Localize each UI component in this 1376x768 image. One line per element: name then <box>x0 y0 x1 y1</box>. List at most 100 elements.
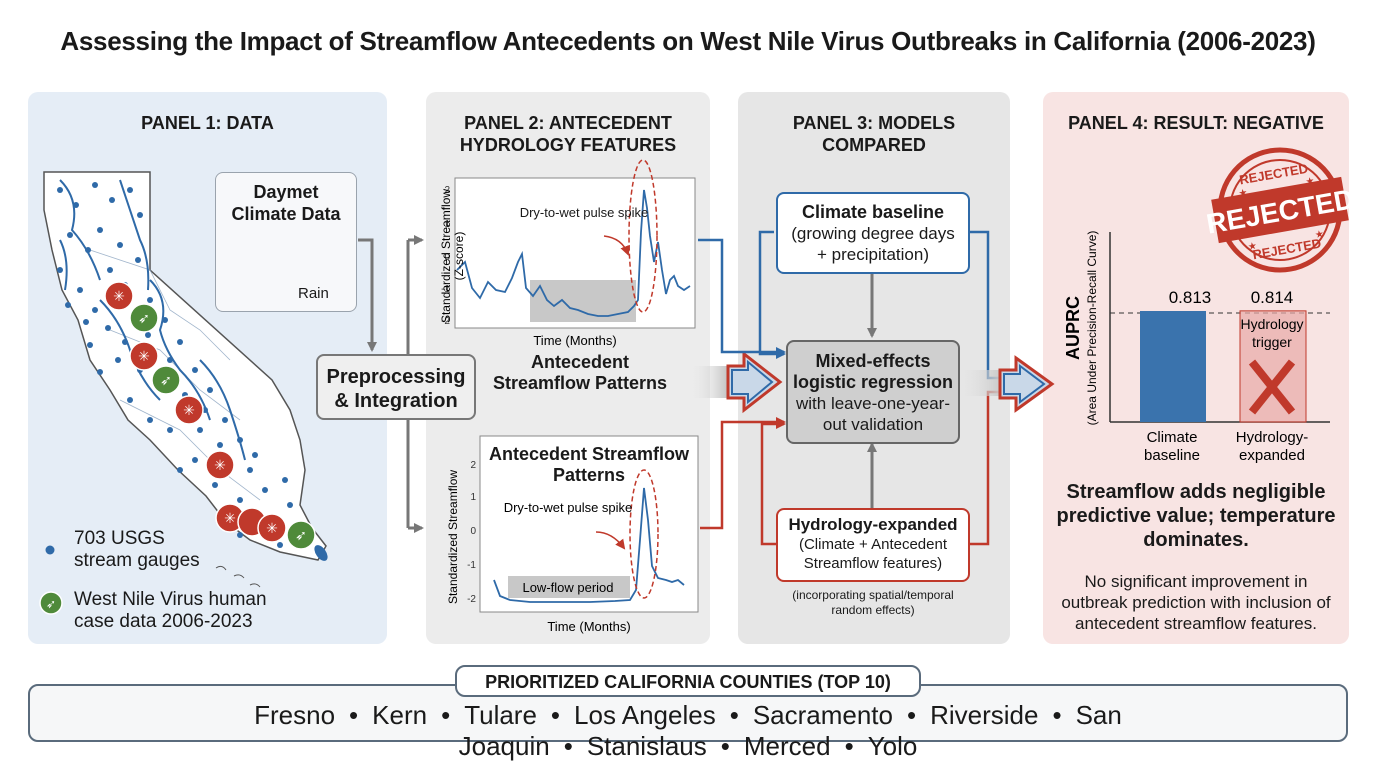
legend-wnv: West Nile Virus human case data 2006-202… <box>74 589 267 632</box>
auprc-bar <box>1140 311 1206 422</box>
y-tick: 2 <box>444 185 450 196</box>
pulse-highlight <box>628 159 658 313</box>
low-flow-shading <box>530 280 636 322</box>
panel-title: PANEL 3: MODELS COMPARED <box>792 113 956 155</box>
county-separator: • <box>550 700 561 730</box>
preprocessing-label: Preprocessing & Integration <box>326 366 466 412</box>
pulse-highlight <box>629 469 659 599</box>
chart-title: Antecedent Streamflow Patterns <box>488 444 690 485</box>
mixed-effects-box: Mixed-effects logistic regression with l… <box>786 340 960 444</box>
y-tick: 1 <box>444 219 450 230</box>
svg-text:★: ★ <box>1238 187 1249 199</box>
y-tick: -1 <box>467 560 476 571</box>
wnv-case-markers <box>104 281 316 550</box>
hydrology-note: (incorporating spatial/temporal random e… <box>792 588 954 617</box>
chart-caption: Antecedent Streamflow Patterns <box>492 352 668 393</box>
daymet-title: Daymet Climate Data <box>231 182 341 224</box>
county-separator: • <box>563 731 573 761</box>
daymet-box: Daymet Climate Data Rain <box>215 172 357 312</box>
climate-baseline-desc: (growing degree days + precipitation) <box>791 224 955 264</box>
county-item: Yolo <box>867 731 918 761</box>
streamflow-chart-bottom: 2 1 0 -1 -2 <box>467 435 699 613</box>
svg-text:★: ★ <box>1305 176 1316 188</box>
conclusion-text: Streamflow adds negligible predictive va… <box>1056 481 1336 551</box>
panel-title: PANEL 4: RESULT: NEGATIVE <box>1068 113 1324 133</box>
page-title: Assessing the Impact of Streamflow Antec… <box>60 26 1316 56</box>
county-separator: • <box>844 731 854 761</box>
y-tick: -2 <box>441 316 450 327</box>
county-separator: • <box>441 700 451 730</box>
svg-text:➶: ➶ <box>295 528 307 544</box>
county-item: Fresno <box>254 700 336 730</box>
county-item: Stanislaus <box>586 731 707 761</box>
svg-text:✳: ✳ <box>224 511 236 527</box>
county-separator: • <box>729 700 739 730</box>
county-separator: • <box>907 700 917 730</box>
streamflow-series <box>493 487 685 603</box>
panel-title: PANEL 2: ANTECEDENT HYDROLOGY FEATURES <box>459 113 677 155</box>
rejected-stamp: REJECTED REJECTED REJECTED ★ ★ ★ ★ <box>1204 147 1357 273</box>
county-item: Merced <box>743 731 831 761</box>
mixed-effects-desc: with leave-one-year-out validation <box>795 394 950 434</box>
counties-title: PRIORITIZED CALIFORNIA COUNTIES (TOP 10) <box>455 665 921 697</box>
panel-title: PANEL 1: DATA <box>141 113 274 133</box>
y-tick: -2 <box>467 594 476 605</box>
climate-baseline-box: Climate baseline (growing degree days + … <box>776 192 970 274</box>
y-axis-label: AUPRC <box>1063 296 1083 360</box>
x-tick-label: Climate baseline <box>1144 429 1200 464</box>
bar-value-label: 0.814 <box>1251 288 1294 307</box>
svg-text:★: ★ <box>1247 241 1258 253</box>
climate-baseline-title: Climate baseline <box>801 202 945 222</box>
county-item: Kern <box>372 700 428 730</box>
svg-text:✳: ✳ <box>214 458 226 474</box>
y-axis-sublabel: (Area Under Precision-Recall Curve) <box>1085 231 1099 426</box>
auprc-chart: 0.813 0.814 <box>1109 232 1330 423</box>
svg-text:➶: ➶ <box>138 311 150 327</box>
gauge-legend-dot <box>45 545 55 555</box>
y-axis-label: (Z-score) <box>452 232 466 281</box>
county-item: San Joaquin <box>458 700 1122 761</box>
county-list: Fresno • Kern • Tulare • Los Angeles • Sacrament… <box>30 700 1346 762</box>
x-tick-label: Hydrology-expanded <box>1236 429 1309 464</box>
hydrology-expanded-desc: (Climate + Antecedent Streamflow feature… <box>798 536 947 572</box>
chart-annotation: Dry-to-wet pulse spike <box>520 205 649 220</box>
county-item: Tulare <box>464 700 537 730</box>
svg-text:★: ★ <box>1314 229 1325 241</box>
low-flow-label: Low-flow period <box>522 580 613 595</box>
bar-value-label: 0.813 <box>1169 288 1212 307</box>
mixed-effects-title: Mixed-effects logistic regression <box>792 351 954 392</box>
y-axis-label: Standardized Streamflow <box>439 189 453 323</box>
y-tick: 0 <box>444 252 450 263</box>
svg-text:✳: ✳ <box>113 289 125 305</box>
y-axis-label: Standardized Streamflow <box>446 470 460 604</box>
y-tick: 2 <box>470 460 476 471</box>
preprocessing-box: Preprocessing & Integration <box>316 354 476 420</box>
svg-text:✳: ✳ <box>266 521 278 537</box>
county-separator: • <box>1052 700 1062 730</box>
legend-gauges: 703 USGS stream gauges <box>74 528 200 571</box>
low-flow-shading <box>508 576 630 598</box>
detail-text: No significant improvement in outbreak p… <box>1061 572 1331 633</box>
county-item: Sacramento <box>752 700 893 730</box>
y-tick: 0 <box>470 526 476 537</box>
county-separator: • <box>720 731 730 761</box>
svg-text:➶: ➶ <box>160 373 172 389</box>
hydrology-expanded-box: Hydrology-expanded (Climate + Antecedent… <box>776 508 970 582</box>
county-item: Riverside <box>930 700 1039 730</box>
x-axis-label: Time (Months) <box>533 333 616 348</box>
x-axis-label: Time (Months) <box>547 619 630 634</box>
y-tick: 1 <box>470 492 476 503</box>
county-item: Los Angeles <box>574 700 716 730</box>
california-map: ✳ ✳ ✳ ✳ ✳ ✳ ➶ ➶ ➶ <box>43 171 328 588</box>
chart-annotation: Dry-to-wet pulse spike <box>504 500 633 515</box>
hydrology-expanded-title: Hydrology-expanded <box>788 515 958 534</box>
streamflow-chart-top: 2 1 0 -1 -2 <box>441 159 696 329</box>
county-separator: • <box>349 700 359 730</box>
hydrology-trigger-label: Hydrology trigger <box>1240 316 1303 350</box>
svg-text:✳: ✳ <box>138 349 150 365</box>
svg-text:➶: ➶ <box>46 597 56 611</box>
stamp-text: REJECTED <box>1238 161 1309 188</box>
rain-label: Rain <box>298 285 329 302</box>
streamflow-series <box>456 189 691 317</box>
